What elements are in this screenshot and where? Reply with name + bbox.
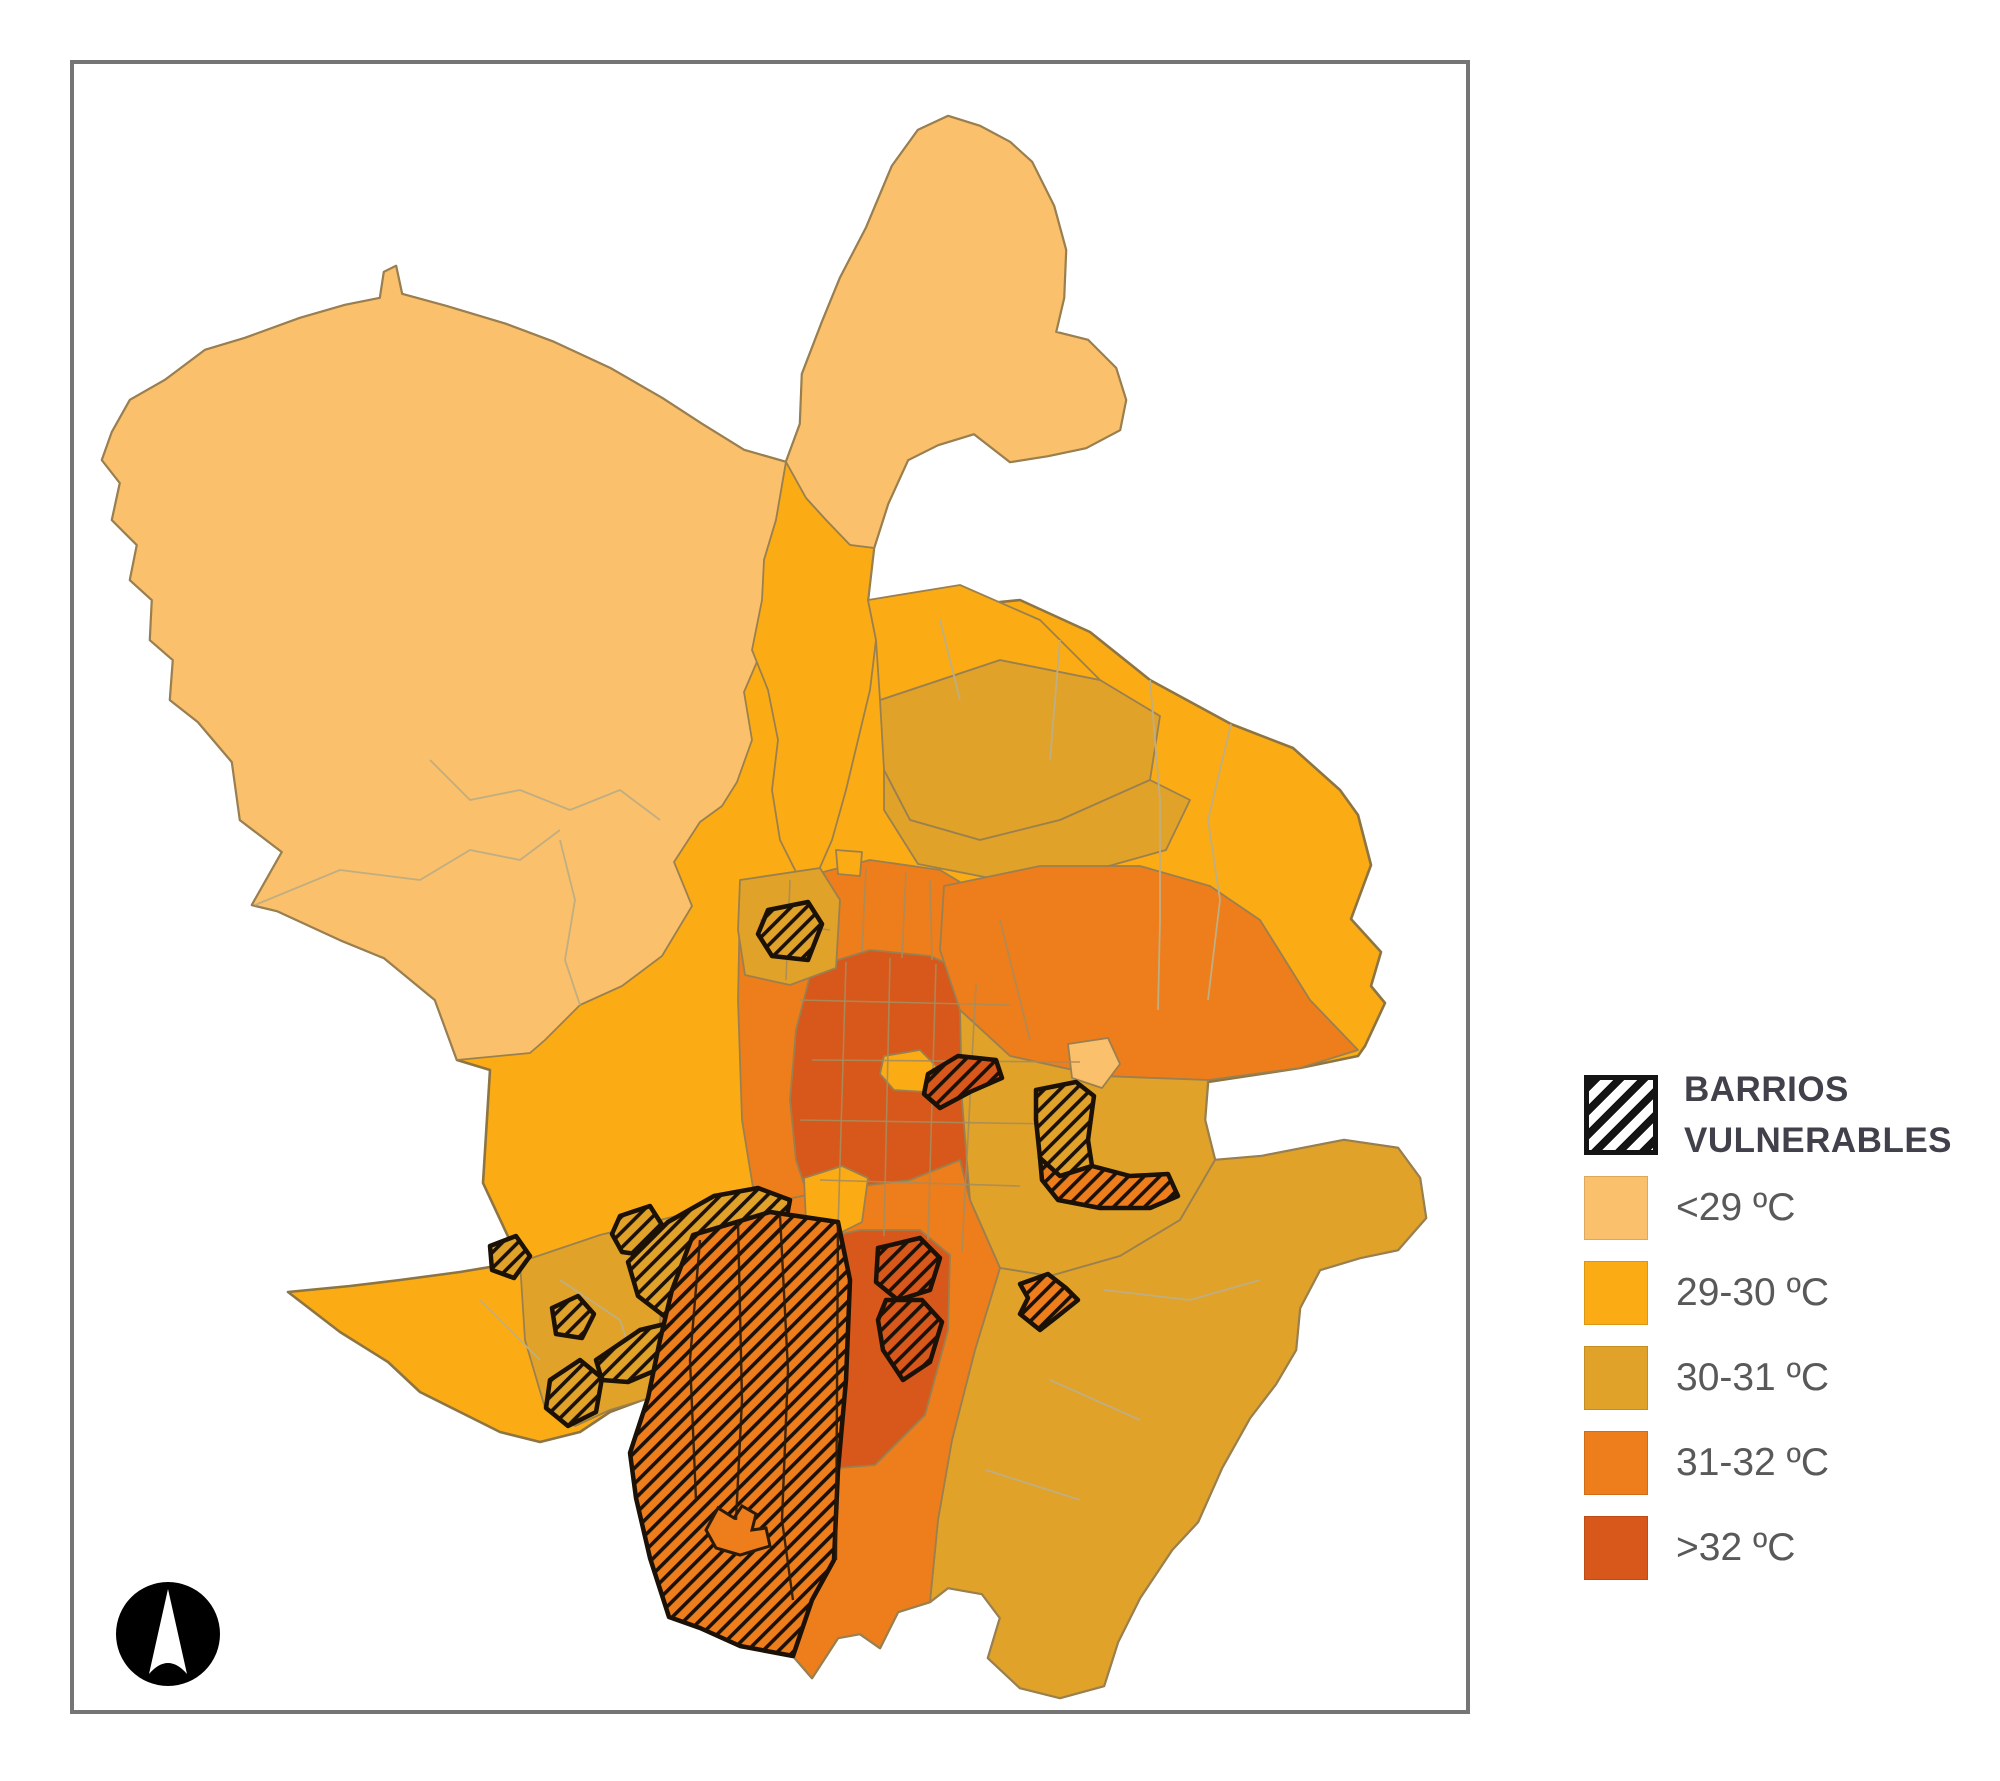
legend-band-label: 29-30 ºC [1676,1271,1829,1314]
legend-item-band-1: <29 ºC [1584,1176,1795,1240]
district-region-ciudad-lineal-north [883,769,1191,881]
legend-color-swatch [1584,1346,1648,1410]
district-region-ne-north [867,584,1101,701]
vulnerable-hatch-swatch-icon [1584,1075,1658,1155]
legend-color-swatch [1584,1516,1648,1580]
vulnerable-barrio [1036,1082,1094,1176]
legend-band-label: 31-32 ºC [1676,1441,1829,1484]
legend-item-band-5: >32 ºC [1584,1516,1795,1580]
vulnerable-barrio [490,1236,530,1278]
legend-band-label: 30-31 ºC [1676,1356,1829,1399]
district-region-el-pardo [101,265,787,1061]
vulnerable-barrio [876,1238,940,1300]
vulnerable-barrio [552,1296,594,1338]
legend-band-label: <29 ºC [1676,1186,1796,1229]
vulnerable-barrio [1040,1158,1178,1208]
vulnerable-barrio [878,1300,942,1380]
barrio-pocket-pale [1067,1037,1121,1089]
north-arrow-icon [116,1582,220,1686]
vulnerable-barrio [546,1360,602,1426]
vulnerable-barrio [758,902,822,960]
vulnerable-barrios-hatch-overlay [490,902,1178,1656]
legend-item-vulnerable: BARRIOS VULNERABLES [1584,1064,1952,1166]
legend-color-swatch [1584,1176,1648,1240]
vulnerable-barrio [924,1056,1002,1108]
legend-item-band-3: 30-31 ºC [1584,1346,1829,1410]
legend-vulnerable-title: BARRIOS VULNERABLES [1684,1064,1952,1166]
vulnerable-barrio [1020,1274,1078,1330]
legend-item-band-4: 31-32 ºC [1584,1431,1829,1495]
district-region-fuencarral-strip [751,461,877,877]
legend-item-band-2: 29-30 ºC [1584,1261,1829,1325]
legend-band-label: >32 ºC [1676,1526,1796,1569]
district-region-north-peninsula [785,115,1127,549]
barrio-pocket-yellow-3 [835,849,863,877]
legend-vulnerable-line1: BARRIOS [1684,1070,1849,1109]
strip-inner-details [688,1214,840,1601]
legend-color-swatch [1584,1431,1648,1495]
legend-color-swatch [1584,1261,1648,1325]
legend-vulnerable-line2: VULNERABLES [1684,1121,1953,1160]
